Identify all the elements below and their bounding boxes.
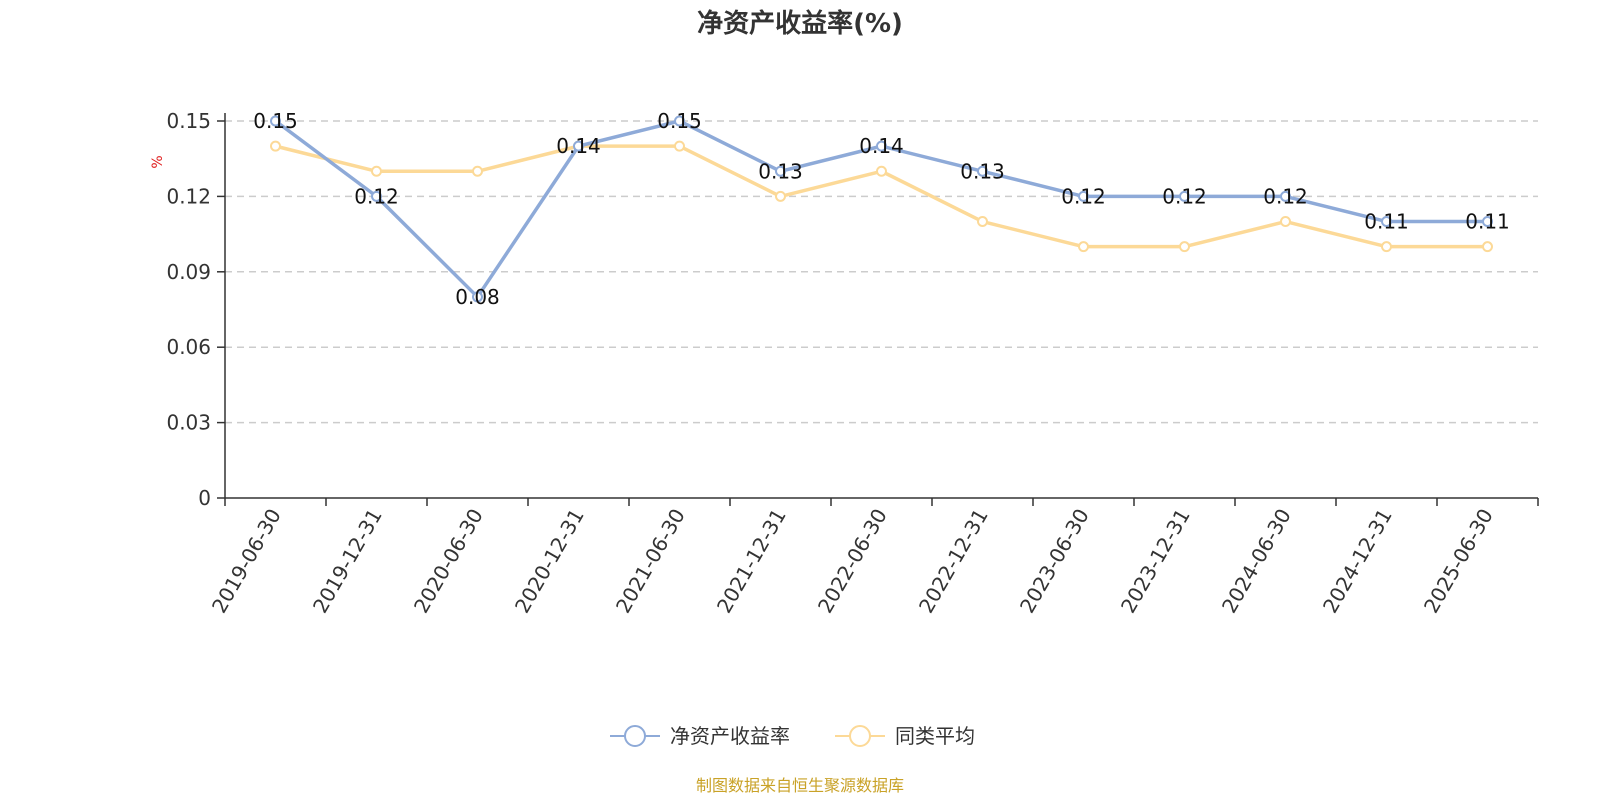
x-tick-label: 2021-06-30: [611, 505, 690, 618]
series-point-1: [1280, 216, 1291, 228]
series-point-1: [674, 140, 685, 152]
series-point-1: [472, 165, 483, 177]
x-tick-label: 2020-12-31: [510, 505, 589, 618]
x-tick-label: 2019-06-30: [207, 505, 286, 618]
x-tick-label: 2021-12-31: [712, 505, 791, 618]
x-tick-label: 2025-06-30: [1419, 505, 1498, 618]
series-point-0: [270, 115, 281, 127]
legend-label-0: 净资产收益率: [670, 724, 790, 748]
data-label: 0.11: [1465, 210, 1510, 234]
series-point-1: [1179, 241, 1190, 253]
series-point-0: [674, 115, 685, 127]
series-point-0: [1078, 190, 1089, 202]
series-point-0: [472, 291, 483, 303]
data-label: 0.11: [1364, 210, 1409, 234]
series-point-1: [371, 165, 382, 177]
legend-label-1: 同类平均: [895, 724, 975, 748]
series-point-0: [977, 165, 988, 177]
x-tick-label: 2019-12-31: [308, 505, 387, 618]
y-tick-label: 0.09: [166, 260, 211, 284]
y-tick-label: 0: [198, 486, 211, 510]
x-ticks: 2019-06-30 2019-12-31 2020-06-30 2020-12-31…: [207, 505, 1498, 618]
series-point-0: [573, 140, 584, 152]
y-tick-label: 0.06: [166, 335, 211, 359]
series-point-1: [1482, 241, 1493, 253]
data-label: 0.15: [253, 109, 298, 133]
data-label: 0.08: [455, 285, 500, 309]
data-label: 0.12: [354, 184, 399, 208]
series-point-1: [1078, 241, 1089, 253]
x-tick-label: 2020-06-30: [409, 505, 488, 618]
data-label: 0.12: [1263, 184, 1308, 208]
series-point-1: [775, 190, 786, 202]
data-label: 0.12: [1162, 184, 1207, 208]
x-tick-label: 2022-06-30: [813, 505, 892, 618]
data-label: 0.15: [657, 109, 702, 133]
data-label: 0.14: [556, 134, 601, 158]
source-note: 制图数据来自恒生聚源数据库: [696, 776, 904, 795]
series-point-0: [1381, 216, 1392, 228]
y-tick-label: 0.03: [166, 411, 211, 435]
x-tick-label: 2023-06-30: [1015, 505, 1094, 618]
data-label: 0.13: [960, 159, 1005, 183]
series-point-1: [977, 216, 988, 228]
chart-title: 净资产收益率(%): [697, 8, 903, 39]
series-point-0: [1179, 190, 1190, 202]
grid-lines: [225, 120, 1538, 424]
x-tick-label: 2022-12-31: [914, 505, 993, 618]
x-tick-label: 2024-12-31: [1318, 505, 1397, 618]
x-tick-label: 2023-12-31: [1116, 505, 1195, 618]
y-ticks: 0 0.03 0.06 0.09 0.12 0.15: [166, 109, 211, 510]
series-point-0: [1482, 216, 1493, 228]
data-label: 0.14: [859, 134, 904, 158]
data-labels: 0.15 0.12 0.08 0.14 0.15 0.13 0.14 0.13 0.12 0.12…: [253, 109, 1510, 309]
series-point-1: [1381, 241, 1392, 253]
series-point-0: [371, 190, 382, 202]
legend-marker-0: [624, 725, 646, 747]
y-tick-label: 0.15: [166, 109, 211, 133]
series-point-0: [775, 165, 786, 177]
series-point-0: [1280, 190, 1291, 202]
x-tick-label: 2024-06-30: [1217, 505, 1296, 618]
series-group: [270, 115, 1493, 303]
series-point-0: [876, 140, 887, 152]
axes: [217, 113, 1539, 506]
y-tick-label: 0.12: [166, 184, 211, 208]
data-label: 0.13: [758, 159, 803, 183]
series-point-1: [270, 140, 281, 152]
y-axis-unit: %: [150, 155, 166, 168]
data-label: 0.12: [1061, 184, 1106, 208]
legend-marker-1: [849, 725, 871, 747]
series-point-1: [876, 165, 887, 177]
legend[interactable]: 净资产收益率 同类平均: [610, 724, 975, 748]
